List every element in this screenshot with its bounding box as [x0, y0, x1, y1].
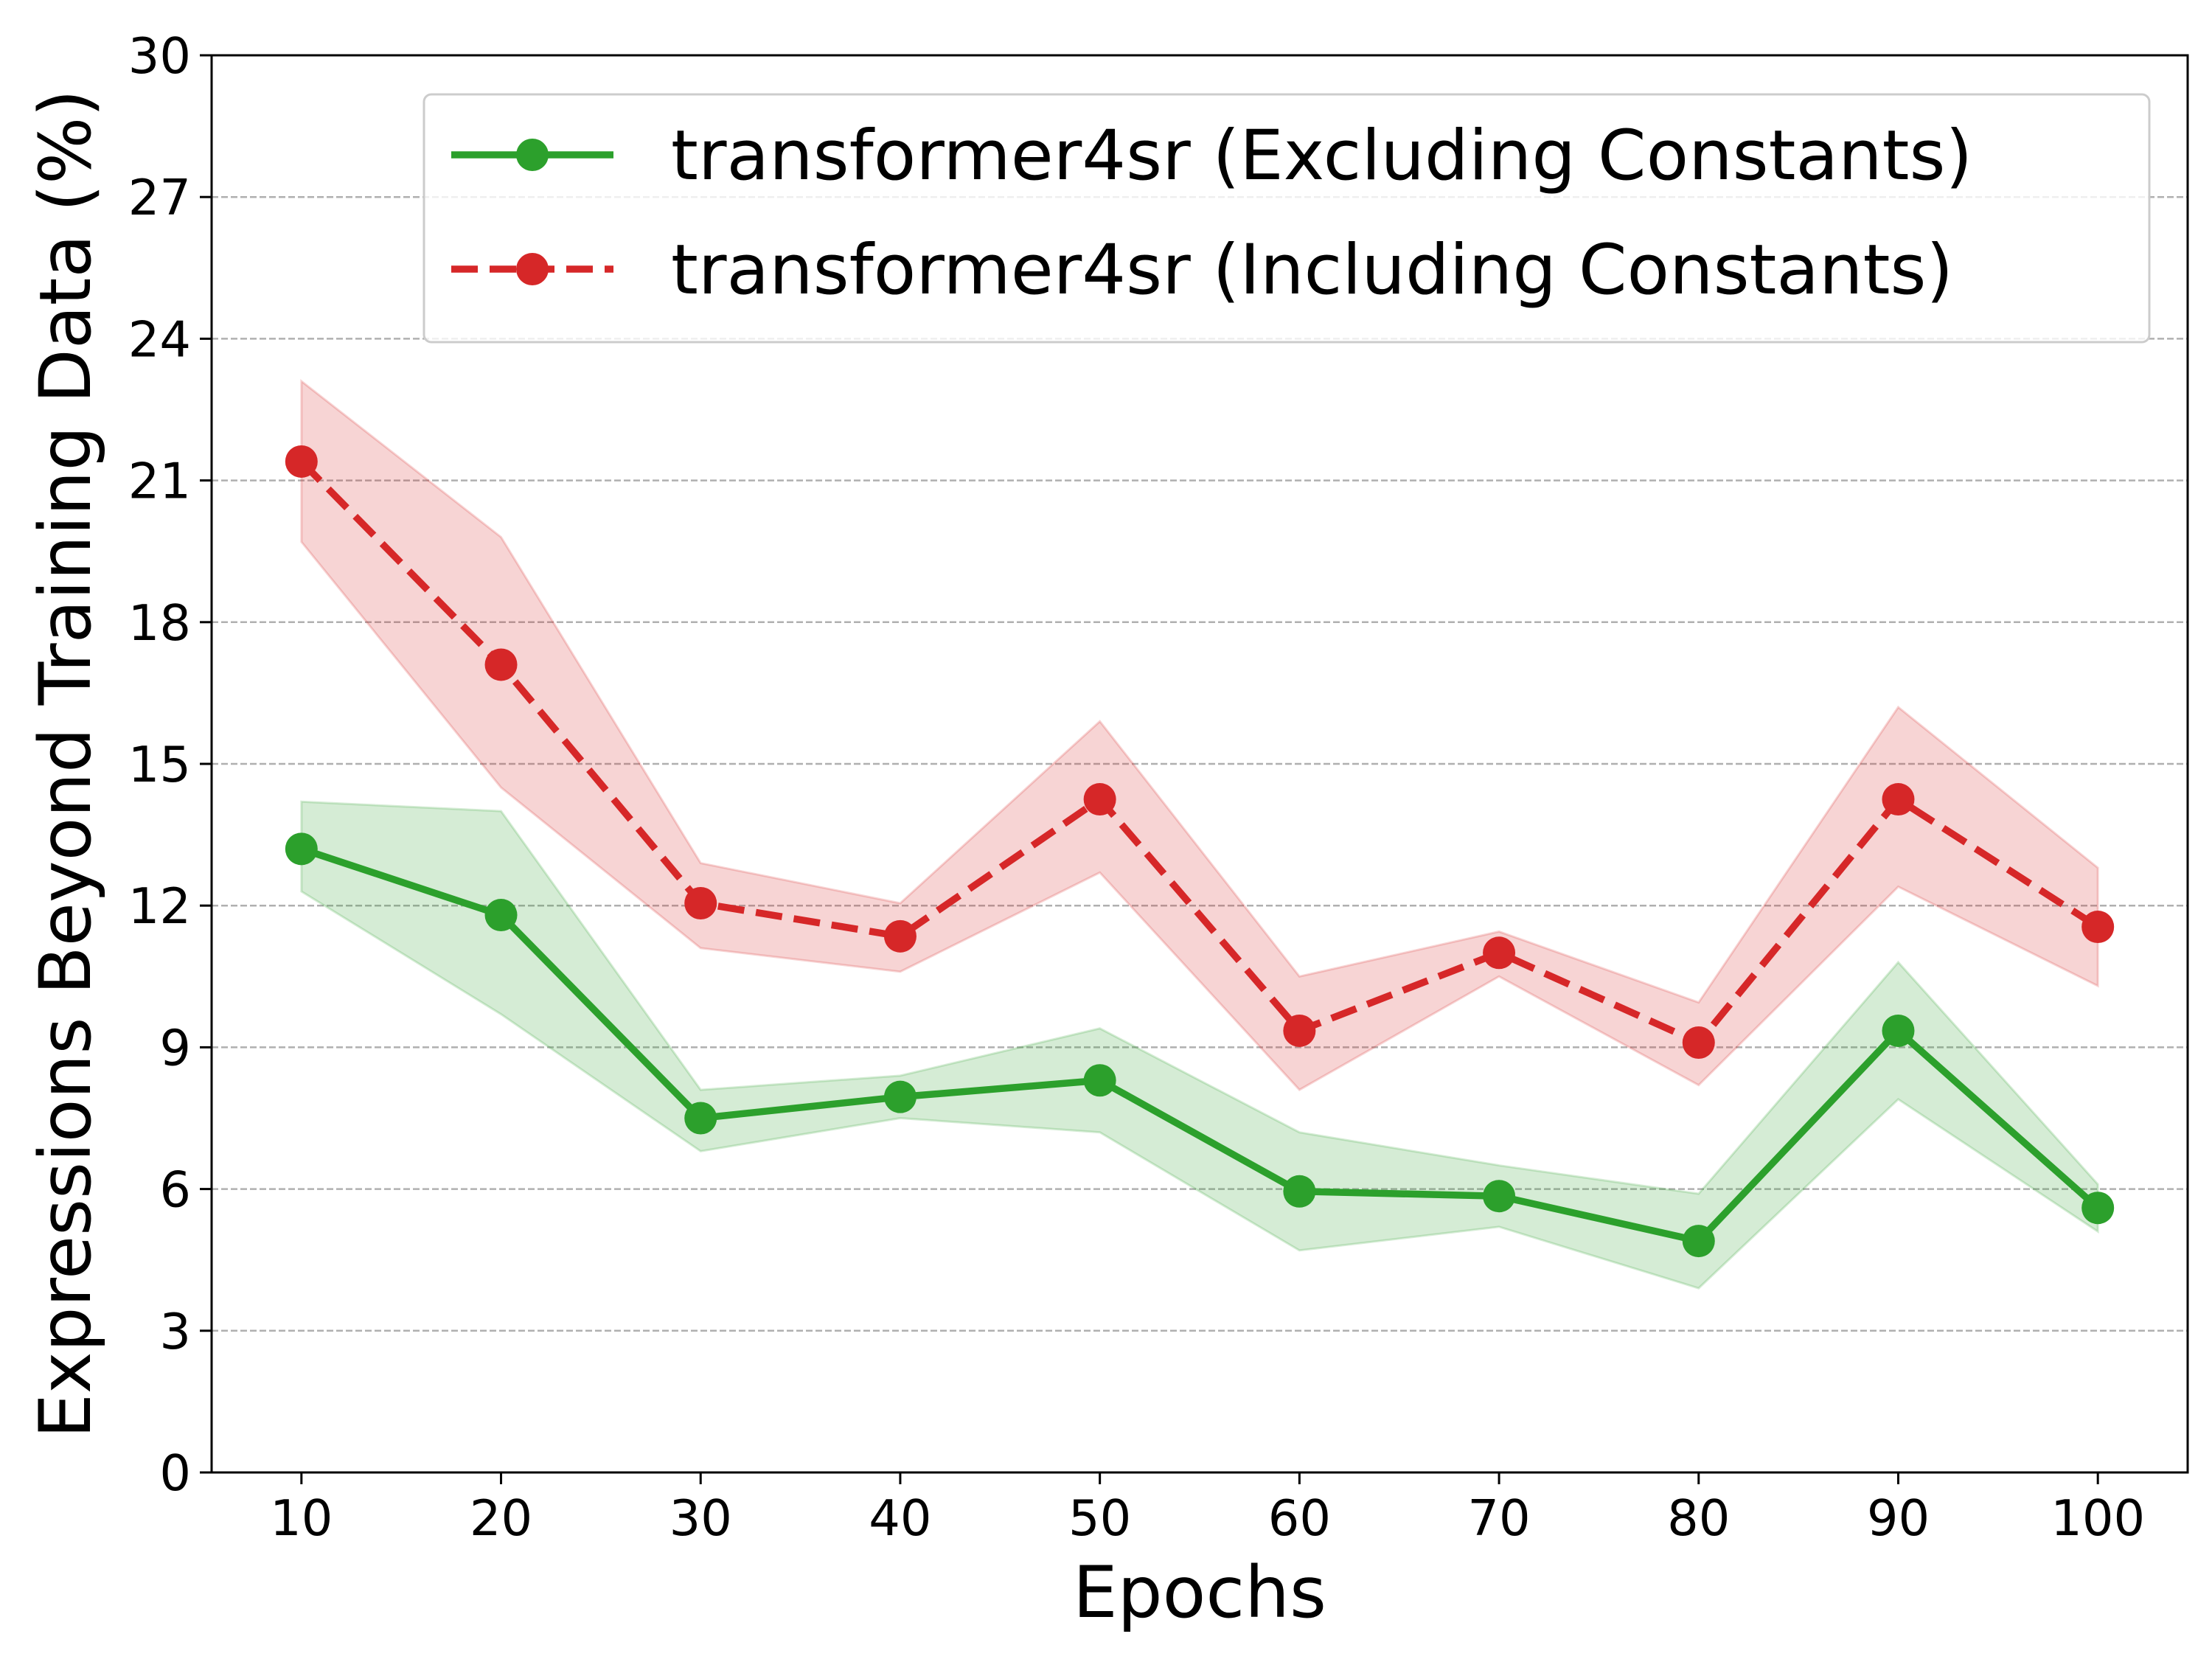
data-point [1483, 936, 1516, 970]
legend-label: transformer4sr (Excluding Constants) [671, 116, 1972, 196]
y-tick-label: 18 [128, 594, 191, 652]
y-tick-label: 24 [128, 310, 191, 368]
x-axis-ticks: 10 20 30 40 50 60 70 80 90 100 [270, 1472, 2145, 1547]
series-line-1 [299, 459, 2100, 1046]
x-tick-label: 50 [1068, 1489, 1131, 1547]
x-tick-label: 40 [869, 1489, 931, 1547]
x-tick-label: 10 [270, 1489, 333, 1547]
data-point [1882, 783, 1915, 816]
y-tick-label: 9 [159, 1019, 191, 1077]
series-lines [299, 459, 2101, 1245]
data-point [883, 919, 917, 953]
x-tick-label: 30 [669, 1489, 732, 1547]
legend-box [422, 93, 2151, 344]
y-tick-label: 21 [128, 453, 191, 510]
data-point [1083, 783, 1116, 816]
data-point [684, 1102, 717, 1135]
y-tick-label: 15 [128, 736, 191, 793]
x-tick-label: 20 [470, 1489, 532, 1547]
data-point [1483, 1180, 1516, 1213]
data-point [484, 648, 518, 681]
x-tick-label: 80 [1667, 1489, 1730, 1547]
legend-label: transformer4sr (Including Constants) [671, 230, 1953, 310]
data-point [285, 445, 318, 478]
legend-marker [516, 139, 549, 171]
data-point [1882, 1014, 1915, 1047]
x-tick-label: 70 [1467, 1489, 1530, 1547]
y-tick-label: 3 [159, 1303, 191, 1360]
data-point [1283, 1014, 1316, 1047]
x-axis-title: Epochs [1073, 1551, 1326, 1634]
data-point [684, 886, 717, 919]
legend-marker [516, 253, 549, 285]
x-tick-label: 100 [2051, 1489, 2145, 1547]
series-line-0 [300, 845, 2101, 1245]
data-point [883, 1080, 917, 1113]
data-point [2081, 911, 2115, 944]
data-point [484, 899, 518, 932]
y-tick-label: 27 [128, 169, 191, 226]
data-point [1682, 1026, 1715, 1059]
data-point [1083, 1064, 1116, 1097]
confidence-band-1 [300, 378, 2099, 1091]
legend: transformer4sr (Excluding Constants) tran… [422, 93, 2151, 344]
data-point [285, 832, 318, 866]
y-tick-label: 0 [159, 1444, 191, 1502]
y-tick-label: 6 [159, 1161, 191, 1219]
series-markers [285, 445, 2115, 1258]
y-tick-label: 12 [128, 877, 191, 935]
confidence-bands [300, 378, 2099, 1290]
data-point [1283, 1175, 1316, 1208]
y-axis-ticks: 0 3 6 9 12 15 18 21 24 27 30 [128, 27, 212, 1502]
data-point [1682, 1225, 1715, 1258]
x-tick-label: 90 [1867, 1489, 1930, 1547]
y-tick-label: 30 [128, 27, 191, 85]
y-axis-title: Expressions Beyond Training Data (%) [24, 89, 107, 1439]
x-tick-label: 60 [1268, 1489, 1331, 1547]
confidence-band-0 [300, 800, 2099, 1290]
data-point [2081, 1192, 2115, 1225]
